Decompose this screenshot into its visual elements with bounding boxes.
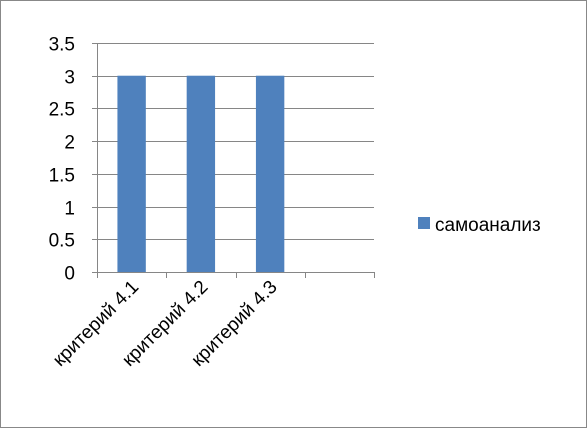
y-tick-label: 2.5 bbox=[49, 100, 75, 121]
bar bbox=[117, 75, 146, 272]
legend: самоанализ bbox=[418, 215, 541, 236]
y-tick-labels: 0 0.5 1 1.5 2 2.5 3 3.5 bbox=[49, 35, 75, 285]
legend-swatch bbox=[418, 217, 430, 229]
legend-label: самоанализ bbox=[435, 215, 541, 236]
y-tick-label: 2 bbox=[64, 133, 75, 154]
bars bbox=[117, 75, 285, 272]
y-tick-label: 0 bbox=[64, 264, 75, 285]
bar bbox=[255, 75, 285, 272]
axes bbox=[92, 43, 375, 278]
bar bbox=[186, 75, 216, 272]
y-tick-label: 0.5 bbox=[49, 231, 75, 252]
y-tick-label: 3.5 bbox=[49, 35, 75, 56]
y-tick-label: 1.5 bbox=[49, 166, 75, 187]
y-tick-label: 1 bbox=[64, 199, 75, 220]
y-tick-label: 3 bbox=[64, 68, 75, 89]
